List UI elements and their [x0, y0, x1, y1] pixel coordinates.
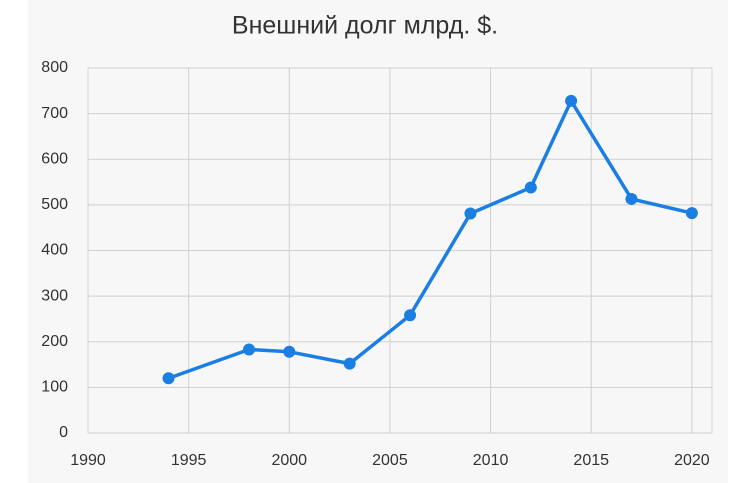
x-tick-label: 1995: [171, 452, 207, 469]
x-tick-label: 2000: [271, 452, 307, 469]
y-tick-label: 500: [41, 196, 68, 213]
x-tick-label: 2005: [372, 452, 408, 469]
data-point: [283, 345, 296, 358]
data-point: [685, 207, 698, 220]
y-tick-label: 700: [41, 105, 68, 122]
data-point: [162, 372, 175, 385]
data-point: [565, 94, 578, 107]
series-line: [167, 99, 693, 380]
chart-background: [28, 0, 728, 483]
x-tick-label: 2010: [473, 452, 509, 469]
y-tick-label: 0: [59, 424, 68, 441]
y-tick-label: 300: [41, 287, 68, 304]
y-tick-label: 400: [41, 242, 68, 259]
data-point: [343, 357, 356, 370]
y-tick-label: 100: [41, 379, 68, 396]
data-point: [464, 207, 477, 220]
y-tick-label: 800: [41, 59, 68, 76]
data-point: [243, 343, 256, 356]
x-tick-label: 2015: [573, 452, 609, 469]
y-tick-label: 200: [41, 333, 68, 350]
x-tick-label: 2020: [674, 452, 710, 469]
x-tick-label: 1990: [70, 452, 106, 469]
chart-title: Внешний долг млрд. $.: [232, 12, 498, 40]
y-tick-label: 600: [41, 150, 68, 167]
data-point: [524, 181, 537, 194]
data-point: [404, 309, 417, 322]
data-point: [625, 192, 638, 205]
